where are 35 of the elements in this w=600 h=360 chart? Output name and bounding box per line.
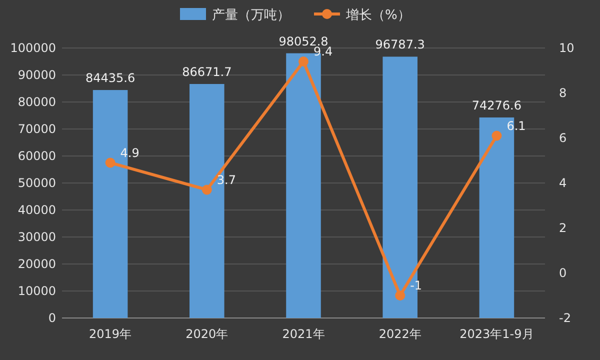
y-tick-label: 20000 [18, 257, 56, 271]
y-tick-label: 30000 [18, 230, 56, 244]
y-tick-label: 70000 [18, 122, 56, 136]
y-tick-label: 50000 [18, 176, 56, 190]
legend-label: 产量（万吨） [212, 8, 290, 23]
y2-tick-label: 4 [559, 176, 567, 190]
data-label: 84435.6 [85, 71, 136, 86]
y-tick-label: 100000 [10, 41, 56, 55]
data-label: 86671.7 [182, 64, 232, 79]
y2-tick-label: 0 [559, 266, 567, 280]
data-label: 74276.6 [472, 98, 522, 112]
x-tick-label: 2022年 [378, 327, 422, 341]
data-label: 96787.3 [375, 38, 425, 52]
point [298, 56, 308, 66]
point [105, 158, 116, 168]
y2-tick-label: 2 [559, 221, 567, 235]
y-tick-label: 40000 [18, 203, 56, 217]
y-tick-label: 80000 [18, 95, 56, 109]
y2-tick-label: 10 [559, 41, 574, 55]
legend-label: 增长（%） [345, 8, 410, 23]
x-tick-label: 2021年 [282, 327, 325, 341]
y-tick-label: 90000 [18, 68, 56, 82]
y2-tick-label: -2 [559, 311, 571, 325]
y-tick-label: 10000 [18, 284, 56, 298]
point [202, 184, 212, 195]
x-tick-label: 2020年 [186, 327, 228, 341]
y-tick-label: 0 [48, 311, 56, 325]
y2-tick-label: 8 [559, 86, 567, 100]
point [395, 290, 406, 300]
y-tick-label: 60000 [18, 149, 56, 163]
x-tick-label: 2019年 [89, 327, 132, 341]
x-tick-label: 2023年1-9月 [460, 327, 534, 341]
data-label: 9.4 [314, 44, 333, 58]
point [492, 130, 502, 141]
y2-tick-label: 6 [559, 131, 567, 145]
